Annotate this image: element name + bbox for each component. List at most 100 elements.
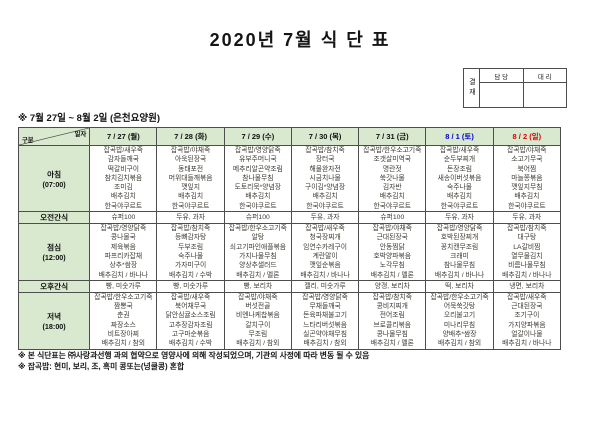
- meal-item: 비트장아찌: [107, 331, 139, 339]
- meal-item: 얼갈이나물: [511, 331, 543, 339]
- row-label-pm-snack: 오후간식: [17, 279, 91, 293]
- meal-cell: 잡곡밥/야채죽 근대된장국 안동찜닭 호박양파볶음 노각무침 배추김치 / 멜론: [358, 223, 427, 281]
- meal-item: 숙주나물: [178, 252, 204, 260]
- meal-cell: 잡곡밥/새우죽 근대된장국 조기구이 가지양파볶음 얼갈이나물 배추김치 / 바나나: [492, 291, 562, 350]
- meal-cell: 빵, 보리차: [223, 279, 292, 293]
- meal-item: 시금치나물: [309, 174, 341, 182]
- meal-row-dinner: 저녁 (18:00) 잡곡밥/한우소고기죽 짬뽕국 춘권 짜장소스 비트장아찌 배추김치 / …: [17, 291, 562, 350]
- row-time: (18:00): [42, 321, 66, 331]
- row-time: (07:00): [42, 179, 66, 189]
- meal-item: 실곤약야채무침: [303, 331, 347, 339]
- meal-item: 잡곡밥/야채죽: [372, 225, 413, 233]
- meal-cell: 잡곡밥/참치죽 등뼈감자탕 두부조림 숙주나물 가자미구이 배추김치 / 수박: [156, 223, 225, 281]
- meal-item: 슈퍼100: [380, 214, 405, 222]
- meal-item: 떡갈비구이: [107, 165, 139, 173]
- footnotes: ※ 본 식단표는 ㈜사랑과선행 과의 협약으로 영양사에 의해 작성되었으며, …: [18, 350, 588, 372]
- meal-item: 잡곡밥/새우죽: [305, 225, 345, 233]
- meal-cell: 슈퍼100: [89, 211, 158, 225]
- meal-item: 오리불고기: [443, 312, 476, 320]
- meal-item: 잡곡밥/한우소고기죽: [430, 293, 489, 301]
- meal-item: 잡곡밥/참치죽: [305, 147, 345, 154]
- meal-item: 청국장찌개: [309, 234, 341, 242]
- meal-item: 콩나물국: [110, 234, 136, 242]
- meal-item: 두부조림: [178, 243, 204, 251]
- meal-item: 배추김치: [245, 193, 271, 201]
- footnote-grain-rice: ※ 잡곡밥: 현미, 보리, 조, 흑미 콩또는(넝쿨콩) 혼합: [18, 362, 185, 371]
- meal-cell: 젤리, 미숫가루: [290, 279, 360, 293]
- day-header-cell: 8 / 1 (토): [425, 127, 494, 146]
- meal-item: 등뼈감자탕: [174, 234, 207, 242]
- meal-item: 조갯살미역국: [373, 156, 412, 164]
- meal-cell: 잡곡밥/한우소고기죽 알탕 쇠고기파인애플볶음 가지나물무침 양상추샐러드 배추김치 / …: [223, 223, 292, 281]
- meal-item: 잡곡밥/영양닭죽: [100, 225, 147, 233]
- meal-item: 양배추*쌈장: [442, 331, 477, 339]
- meal-item: 계란말이: [312, 252, 338, 260]
- meal-cell: 두유, 과자: [425, 211, 494, 225]
- meal-item: 조기구이: [514, 312, 540, 320]
- meal-cell: 잡곡밥/새우죽 감자들깨국 떡갈비구이 참치김치볶음 조미김 배추김치 한국야쿠르트: [89, 144, 158, 213]
- meal-item: 짜장소스: [110, 321, 136, 329]
- meal-item: 배추김치 / 참외: [101, 340, 145, 348]
- meal-item: 상추*쌈장: [109, 262, 138, 270]
- meal-item: 아욱된장국: [174, 156, 207, 164]
- meal-item: 빵, 미숫가루: [105, 282, 141, 290]
- meal-item: 춘권: [117, 312, 130, 320]
- meal-item: 잡곡밥/새우죽: [170, 293, 211, 301]
- meal-item: 배추김치 / 바나나: [98, 271, 149, 279]
- meal-item: 소고기무국: [511, 156, 543, 164]
- meal-cell: 잡곡밥/한우소고기죽 어묵쑥갓탕 오리불고기 미나리무침 양배추*쌈장 배추김치 / 참외: [425, 291, 494, 350]
- meal-cell: 잡곡밥/새우죽 청국장찌개 임연수카레구이 계란말이 깻잎순볶음 배추김치 / 바나나: [290, 223, 360, 281]
- meal-item: 배추김치 / 멜론: [236, 271, 280, 279]
- meal-cell: 잡곡밥/영양닭죽 콩나물국 제육볶음 파프리카잡채 상추*쌈장 배추김치 / 바나나: [89, 223, 158, 281]
- meal-item: 해물완자전: [309, 165, 341, 173]
- meal-item: 배추김치 / 바나나: [300, 271, 350, 279]
- meal-item: 배추김치: [110, 193, 136, 201]
- meal-item: 잡곡밥/한우소고기죽: [363, 147, 422, 154]
- meal-item: 배추김치: [312, 193, 338, 201]
- day-header-cell: 7 / 29 (수): [223, 127, 292, 146]
- meal-item: 두유, 과자: [445, 214, 474, 222]
- meal-item: 버섯전골: [245, 303, 271, 311]
- meal-cell: 양갱, 보리차: [358, 279, 427, 293]
- meal-item: 제육볶음: [110, 243, 136, 251]
- meal-item: 구이김*양념장: [304, 184, 346, 192]
- meal-item: 가지양파볶음: [508, 321, 546, 329]
- meal-item: 한국야쿠르트: [104, 202, 143, 210]
- corner-cell: 일자 구분: [17, 127, 91, 146]
- meal-item: 무조림: [248, 331, 268, 339]
- meal-item: 잡곡밥/영양닭죽: [235, 147, 281, 154]
- meal-item: 고추장감자조림: [168, 321, 213, 329]
- meal-item: 배추김치: [178, 193, 204, 201]
- meal-item: 잡곡밥/참치죽: [372, 293, 413, 301]
- meal-item: 잡곡밥/야채죽: [507, 147, 547, 154]
- meal-item: 잡곡밥/참치죽: [507, 225, 547, 233]
- meal-item: 장터국: [315, 156, 335, 164]
- approval-signature-cell: [480, 83, 524, 107]
- meal-cell: 잡곡밥/야채죽 아욱된장국 동태포전 머위대들깨볶음 깻잎지 배추김치 한국야쿠르트: [156, 144, 225, 213]
- meal-item: 한국야쿠르트: [508, 202, 546, 210]
- meal-item: 배추김치: [514, 193, 540, 201]
- meal-item: 한국야쿠르트: [440, 202, 479, 210]
- meal-item: 콩비지찌개: [376, 303, 408, 311]
- meal-cell: 두유, 과자: [492, 211, 562, 225]
- meal-item: 미나리무침: [443, 321, 476, 329]
- meal-cell: 두유, 과자: [290, 211, 360, 225]
- meal-item: 잡곡밥/참치죽: [170, 225, 211, 233]
- meal-cell: 슈퍼100: [223, 211, 292, 225]
- approval-sign-label: 결재: [464, 69, 480, 107]
- meal-item: 냉면, 보리차: [509, 282, 545, 290]
- meal-item: 잡곡밥/영양닭죽: [436, 225, 483, 233]
- meal-item: 김자반: [382, 184, 402, 192]
- corner-label-date: 일자: [74, 131, 87, 138]
- meal-item: 배추김치 / 바나나: [434, 271, 485, 279]
- meal-cell: 잡곡밥/한우소고기죽 짬뽕국 춘권 짜장소스 비트장아찌 배추김치 / 참외: [89, 291, 158, 350]
- corner-diagonal: 일자 구분: [19, 128, 90, 145]
- meal-item: 머위대들깨볶음: [168, 174, 213, 182]
- meal-item: 배추김치: [447, 193, 473, 201]
- meal-item: 한국야쿠르트: [171, 202, 210, 210]
- meal-item: 근대된장국: [376, 234, 408, 242]
- meal-cell: 두유, 과자: [156, 211, 225, 225]
- meal-item: 가자미구이: [174, 262, 207, 270]
- row-time: (12:00): [42, 252, 66, 262]
- meal-item: 양상추샐러드: [239, 262, 277, 270]
